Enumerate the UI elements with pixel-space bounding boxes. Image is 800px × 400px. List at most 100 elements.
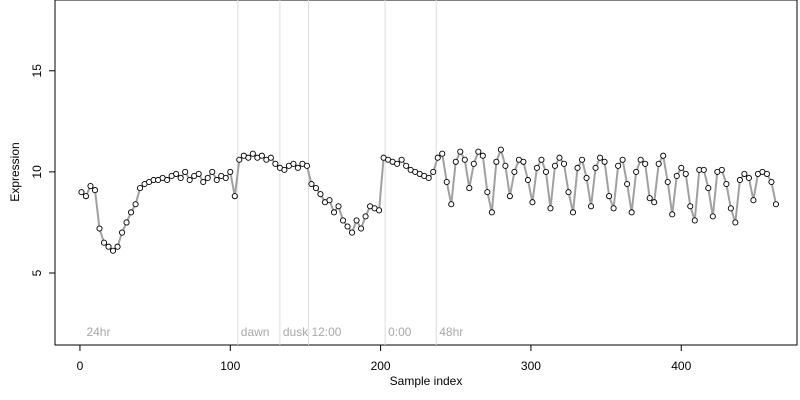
- point: [204, 174, 211, 182]
- point: [461, 156, 468, 163]
- point: [403, 162, 410, 169]
- point: [335, 203, 342, 210]
- point: [177, 174, 184, 182]
- point: [452, 158, 459, 165]
- point: [118, 229, 126, 236]
- point: [723, 180, 730, 188]
- point: [741, 170, 748, 177]
- point: [87, 182, 94, 190]
- point: [633, 168, 640, 175]
- point: [227, 168, 234, 175]
- point: [542, 168, 550, 175]
- point: [123, 219, 130, 226]
- point: [687, 203, 694, 210]
- point: [574, 164, 581, 171]
- point: [705, 185, 712, 192]
- point: [137, 185, 144, 192]
- plot-frame: [54, 0, 798, 346]
- point: [745, 174, 752, 182]
- point: [565, 189, 572, 196]
- y-tick-label: 5: [30, 269, 44, 276]
- point: [164, 176, 171, 184]
- point: [592, 164, 599, 171]
- point: [691, 217, 698, 224]
- point: [488, 209, 495, 216]
- point: [709, 213, 716, 220]
- point: [583, 174, 590, 182]
- point: [646, 195, 653, 202]
- event-label: 12:00: [311, 325, 341, 339]
- point: [619, 156, 626, 163]
- point: [588, 203, 595, 210]
- point: [326, 197, 333, 204]
- point: [78, 189, 85, 196]
- point: [556, 154, 563, 161]
- point: [231, 193, 238, 200]
- point: [394, 160, 401, 167]
- point: [91, 187, 99, 194]
- point: [281, 166, 288, 173]
- point: [267, 154, 274, 161]
- point: [339, 217, 347, 224]
- point: [362, 213, 369, 220]
- point: [376, 207, 383, 214]
- point: [669, 211, 676, 218]
- point: [434, 154, 441, 161]
- point: [655, 160, 662, 167]
- point: [732, 219, 739, 226]
- point: [597, 154, 604, 161]
- event-label: dawn: [241, 325, 270, 339]
- point: [569, 209, 577, 216]
- point: [772, 201, 780, 208]
- point: [448, 201, 455, 208]
- point: [763, 170, 770, 177]
- point: [664, 178, 671, 186]
- point: [484, 189, 491, 196]
- point: [466, 185, 473, 192]
- x-tick-label: 300: [521, 359, 541, 373]
- point: [109, 247, 117, 254]
- point: [673, 172, 680, 179]
- point: [497, 146, 504, 153]
- point: [173, 170, 180, 177]
- annotation: 24hr: [86, 325, 110, 339]
- point: [524, 176, 531, 184]
- point: [258, 152, 265, 159]
- point: [551, 162, 559, 169]
- point: [628, 209, 635, 216]
- point: [750, 197, 757, 204]
- point: [272, 160, 279, 167]
- point: [651, 199, 658, 206]
- point: [312, 185, 320, 192]
- point: [114, 243, 121, 250]
- x-tick-label: 200: [371, 359, 391, 373]
- point: [330, 209, 338, 216]
- point: [533, 164, 540, 171]
- point: [236, 156, 243, 163]
- point: [348, 229, 356, 236]
- y-tick-label: 15: [30, 64, 44, 78]
- point: [529, 199, 536, 206]
- point: [493, 158, 500, 165]
- point: [245, 154, 252, 161]
- event-label: 48hr: [439, 325, 463, 339]
- point: [700, 166, 707, 173]
- point: [601, 158, 608, 165]
- point: [457, 148, 464, 155]
- point: [479, 152, 486, 159]
- event-label: 0:00: [388, 325, 412, 339]
- point: [475, 148, 482, 155]
- point: [82, 193, 90, 200]
- x-tick-label: 400: [671, 359, 691, 373]
- point: [682, 170, 689, 177]
- x-tick-label: 0: [77, 359, 84, 373]
- point: [308, 180, 315, 188]
- x-tick-label: 100: [220, 359, 240, 373]
- point: [678, 164, 685, 171]
- x-axis-label: Sample index: [390, 374, 463, 388]
- point: [213, 176, 220, 184]
- point: [610, 205, 617, 212]
- point: [511, 168, 518, 175]
- point: [547, 205, 554, 212]
